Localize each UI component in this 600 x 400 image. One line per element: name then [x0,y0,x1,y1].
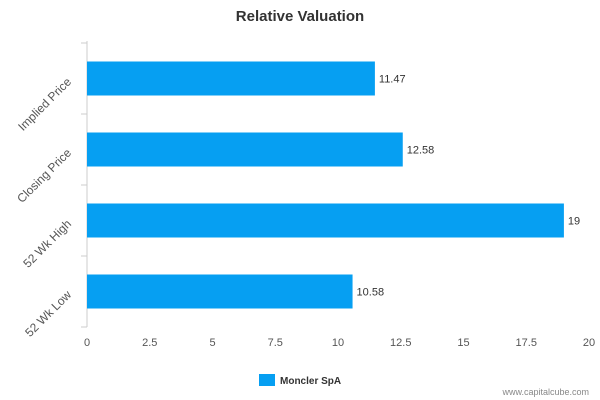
bars-group: 11.47 12.58 19 10.58 [87,61,580,309]
category-label: Implied Price [15,74,74,133]
bar [87,61,375,96]
x-tick-label: 12.5 [390,337,411,349]
x-tick-label: 5 [209,337,215,349]
x-tick-label: 2.5 [142,337,157,349]
data-label: 11.47 [379,74,406,86]
bar [87,132,403,167]
x-tick-label: 20 [583,337,595,349]
bar [87,203,564,238]
data-label: 10.58 [357,287,385,299]
category-label: Closing Price [14,145,74,205]
category-label: 52 Wk High [20,217,74,271]
chart-title: Relative Valuation [236,8,364,25]
x-tick-label: 10 [332,337,344,349]
data-label: 19 [568,216,580,228]
x-tick-label: 7.5 [268,337,283,349]
x-tick-label: 0 [84,337,90,349]
category-label: 52 Wk Low [22,287,74,339]
legend-label: Moncler SpA [280,376,341,387]
x-tick-label: 15 [457,337,469,349]
bar [87,274,353,309]
legend-swatch [259,374,275,386]
source-watermark: www.capitalcube.com [501,387,589,397]
data-label: 12.58 [407,145,435,157]
legend: Moncler SpA [259,374,341,387]
x-tick-label: 17.5 [516,337,537,349]
